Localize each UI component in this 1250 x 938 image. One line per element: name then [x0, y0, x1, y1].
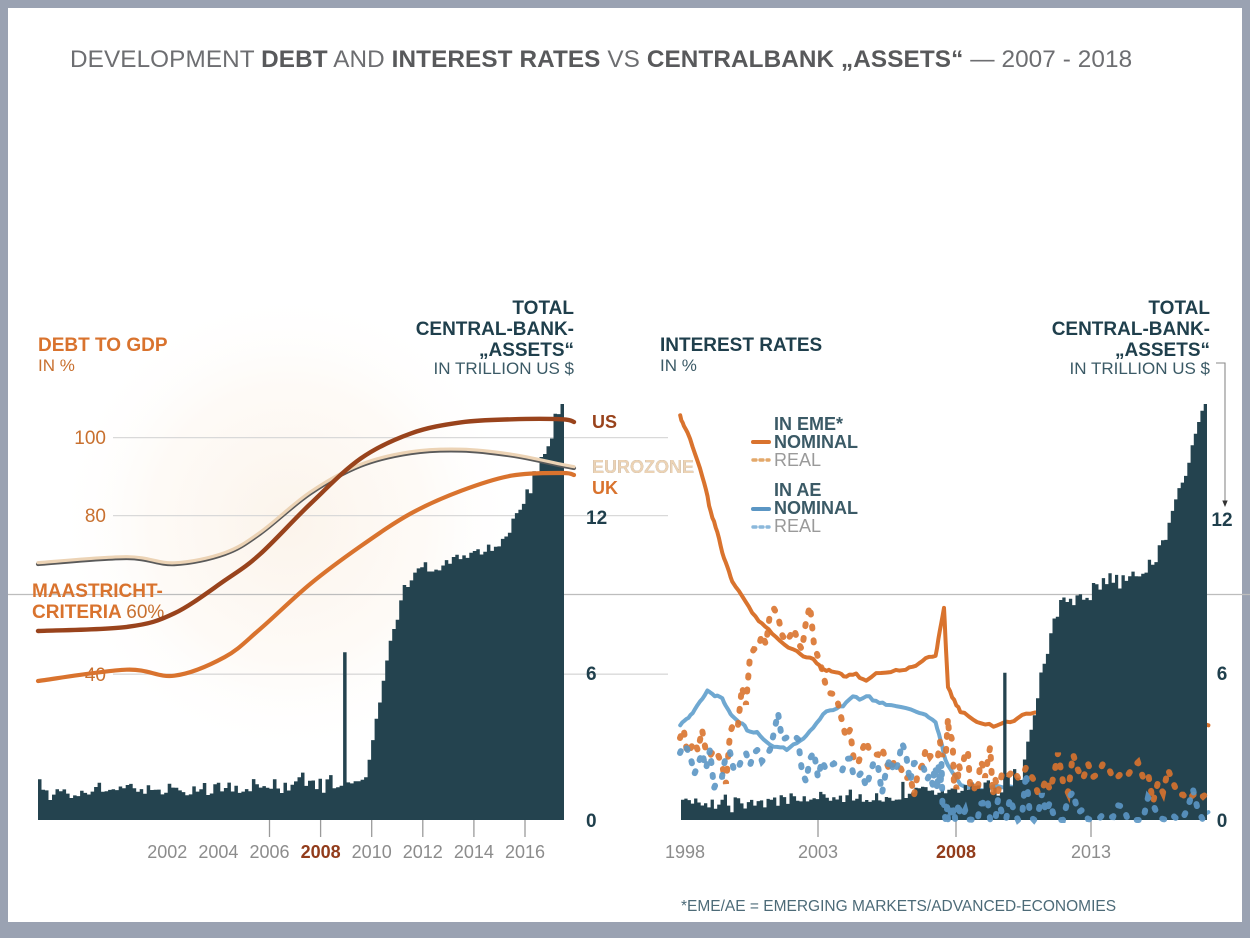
- svg-text:MAASTRICHT-: MAASTRICHT-: [32, 581, 163, 602]
- svg-text:CENTRAL-BANK-: CENTRAL-BANK-: [1052, 319, 1210, 340]
- svg-text:„ASSETS“: „ASSETS“: [1115, 340, 1210, 361]
- svg-text:80: 80: [85, 506, 106, 527]
- svg-text:IN AE: IN AE: [774, 480, 821, 500]
- svg-text:IN %: IN %: [38, 356, 75, 375]
- svg-text:TOTAL: TOTAL: [512, 298, 574, 319]
- svg-text:REAL: REAL: [774, 516, 821, 536]
- svg-text:„ASSETS“: „ASSETS“: [479, 340, 574, 361]
- svg-text:TOTAL: TOTAL: [1148, 298, 1210, 319]
- svg-text:REAL: REAL: [774, 450, 821, 470]
- svg-text:0: 0: [586, 811, 597, 832]
- svg-text:2016: 2016: [505, 842, 545, 862]
- svg-text:NOMINAL: NOMINAL: [774, 432, 858, 452]
- svg-text:2002: 2002: [147, 842, 187, 862]
- svg-text:2012: 2012: [403, 842, 443, 862]
- svg-text:IN EME*: IN EME*: [774, 414, 843, 434]
- svg-text:IN TRILLION US $: IN TRILLION US $: [1070, 359, 1211, 378]
- svg-text:2010: 2010: [352, 842, 392, 862]
- svg-text:100: 100: [74, 428, 106, 449]
- svg-text:6: 6: [1217, 664, 1228, 685]
- svg-text:1998: 1998: [665, 842, 705, 862]
- svg-text:2008: 2008: [936, 842, 976, 862]
- svg-text:US: US: [592, 412, 617, 432]
- svg-text:12: 12: [586, 508, 607, 529]
- svg-text:2003: 2003: [798, 842, 838, 862]
- svg-text:CENTRAL-BANK-: CENTRAL-BANK-: [416, 319, 574, 340]
- svg-text:NOMINAL: NOMINAL: [774, 498, 858, 518]
- svg-text:IN %: IN %: [660, 356, 697, 375]
- svg-text:INTEREST RATES: INTEREST RATES: [660, 335, 822, 356]
- svg-text:DEBT TO GDP: DEBT TO GDP: [38, 335, 168, 356]
- svg-text:2004: 2004: [198, 842, 238, 862]
- svg-text:12: 12: [1211, 510, 1232, 531]
- svg-text:2006: 2006: [249, 842, 289, 862]
- svg-text:2013: 2013: [1071, 842, 1111, 862]
- svg-text:CRITERIA 60%: CRITERIA 60%: [32, 602, 164, 623]
- svg-text:*EME/AE = EMERGING MARKETS/ADV: *EME/AE = EMERGING MARKETS/ADVANCED-ECON…: [681, 898, 1116, 915]
- svg-text:0: 0: [1217, 811, 1228, 832]
- svg-text:2008: 2008: [301, 842, 341, 862]
- svg-text:2014: 2014: [454, 842, 494, 862]
- svg-text:EUROZONE: EUROZONE: [592, 457, 694, 477]
- svg-text:IN TRILLION US $: IN TRILLION US $: [434, 359, 575, 378]
- svg-text:UK: UK: [592, 478, 618, 498]
- svg-text:6: 6: [586, 664, 597, 685]
